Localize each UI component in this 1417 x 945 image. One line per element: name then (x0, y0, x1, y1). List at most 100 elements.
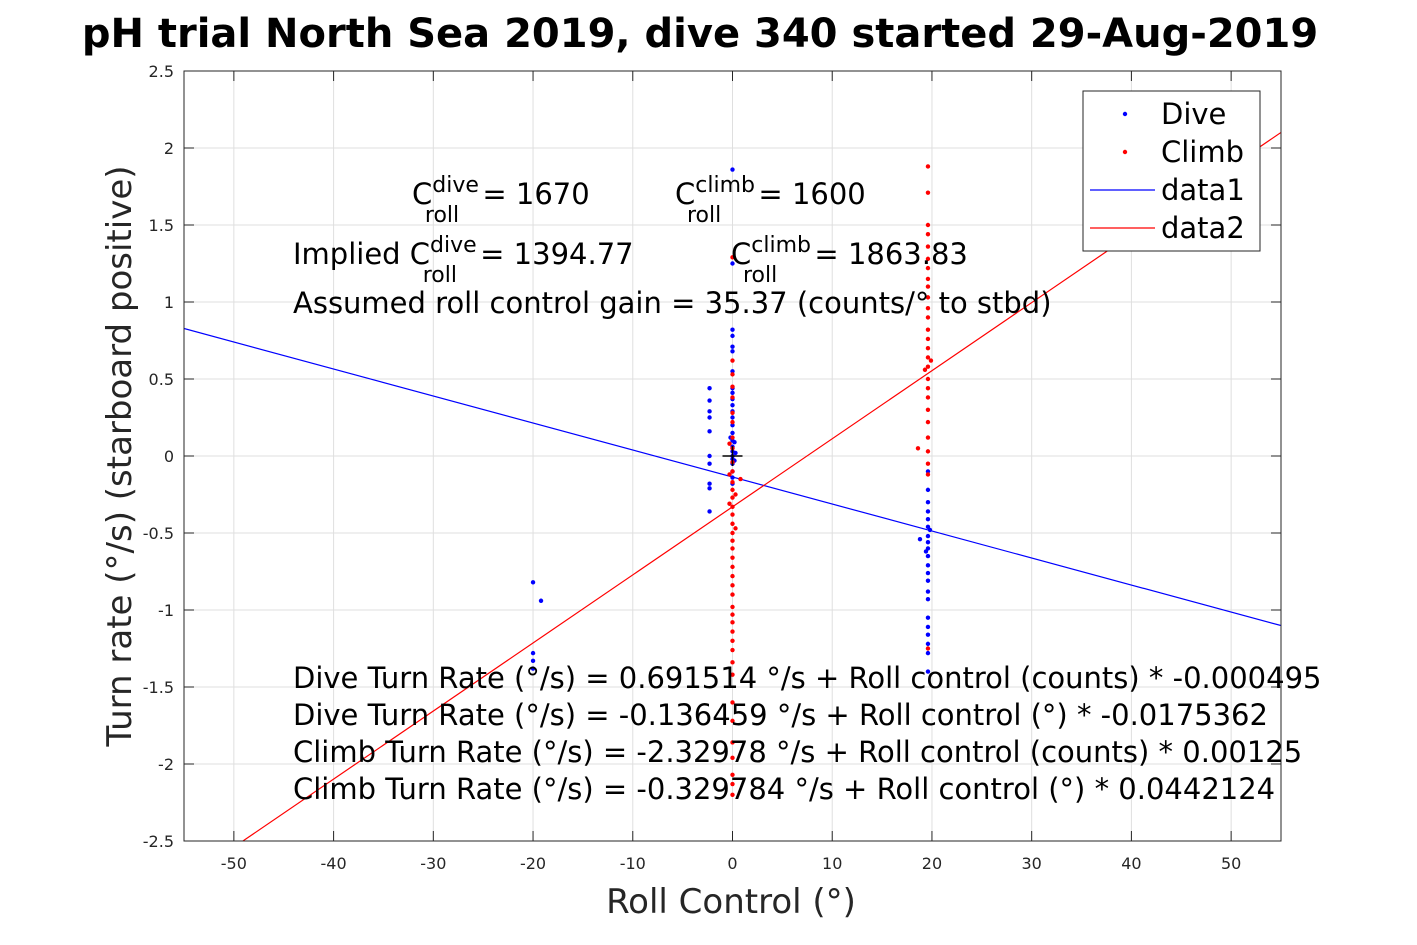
data-point-climb (730, 384, 735, 389)
data-point-dive (530, 650, 536, 656)
data-point-climb (925, 295, 931, 300)
data-point-dive (730, 475, 735, 480)
data-point-dive (925, 509, 931, 514)
data-point-dive (925, 624, 931, 630)
data-point-climb (730, 410, 735, 416)
data-point-climb (925, 336, 931, 342)
data-point-dive (925, 540, 931, 545)
data-point-dive (707, 398, 712, 403)
data-point-dive (730, 349, 735, 354)
x-tick-label: -40 (321, 854, 347, 873)
annotation-c-roll-dive: Cdive roll = 1670 (412, 173, 590, 228)
y-tick-label: 1.5 (149, 216, 174, 235)
data-point-dive (925, 632, 931, 637)
data-point-climb (925, 364, 931, 369)
annotation-c-roll-climb: Cclimb roll = 1600 (675, 173, 866, 228)
y-tick-label: -2 (158, 755, 174, 774)
data-point-climb (730, 620, 735, 625)
y-tick-label: 0.5 (149, 370, 174, 389)
data-point-dive (730, 415, 735, 420)
data-point-dive (730, 423, 735, 428)
data-point-climb (730, 395, 735, 400)
data-point-climb (925, 164, 931, 169)
data-point-climb (730, 495, 735, 500)
data-point-climb (730, 358, 735, 363)
data-point-climb (925, 265, 931, 271)
data-point-climb (730, 372, 735, 377)
data-point-climb (730, 604, 735, 610)
legend-label-climb: Climb (1161, 135, 1244, 169)
x-tick-label: 20 (922, 854, 942, 873)
data-point-dive (730, 344, 735, 349)
data-point-dive (925, 469, 931, 474)
axis-ticks: -50 -40 -30 -20 -10 0 10 20 30 40 50-2.5-2-1.5-1-0… (143, 62, 1281, 873)
data-point-climb (925, 190, 931, 195)
data-point-dive (732, 439, 737, 445)
data-point-dive (530, 580, 536, 585)
data-point-climb (730, 638, 735, 643)
data-point-climb (727, 441, 732, 446)
data-point-climb (730, 740, 735, 745)
x-tick-label: -20 (520, 854, 546, 873)
data-point-climb (730, 700, 735, 705)
legend-label-dive: Dive (1161, 97, 1226, 131)
fit-equation-line: Dive Turn Rate (°/s) = 0.691514 °/s + Ro… (293, 661, 1321, 695)
data-point-climb (925, 222, 931, 228)
fit-equations: Dive Turn Rate (°/s) = 0.691514 °/s + Ro… (293, 661, 1321, 806)
data-point-climb (925, 419, 931, 425)
x-tick-label: 50 (1221, 854, 1241, 873)
data-point-climb (730, 755, 735, 761)
data-point-climb (730, 479, 735, 485)
data-point-dive (925, 641, 931, 647)
legend-label-data1: data1 (1161, 173, 1245, 207)
data-point-climb (915, 446, 921, 451)
data-point-dive (917, 536, 923, 542)
series-climb (727, 164, 934, 797)
data-point-climb (733, 492, 738, 497)
data-point-dive (707, 409, 712, 414)
y-tick-label: 1 (164, 293, 174, 312)
y-tick-label: -0.5 (143, 524, 174, 543)
data-point-climb (730, 629, 735, 634)
plot-frame (183, 70, 1282, 842)
x-tick-label: 0 (727, 854, 737, 873)
data-point-climb (925, 305, 931, 311)
annotation-implied-climb: Cclimb roll = 1863.83 (731, 233, 968, 288)
y-axis-label: Turn rate (°/s) (starboard positive) (100, 165, 140, 747)
data-point-dive (730, 430, 735, 436)
y-tick-label: 2 (164, 139, 174, 158)
data-point-dive (925, 650, 931, 656)
legend-marker-climb (1122, 149, 1128, 155)
data-point-climb (730, 772, 735, 777)
x-tick-label: -30 (420, 854, 446, 873)
data-point-climb (925, 256, 931, 262)
data-point-climb (730, 512, 735, 517)
legend: Dive Climb data1 data2 (1082, 90, 1261, 252)
data-point-dive (730, 167, 735, 172)
data-point-dive (530, 658, 536, 664)
data-point-dive (730, 333, 735, 339)
data-point-climb (730, 487, 735, 493)
data-point-dive (925, 589, 931, 594)
x-axis-label: Roll Control (°) (606, 882, 856, 922)
data-point-dive (538, 598, 544, 603)
data-point-climb (730, 564, 735, 570)
data-point-dive (707, 453, 712, 459)
x-tick-label: -10 (620, 854, 646, 873)
data-point-dive (925, 487, 931, 493)
data-point-climb (925, 232, 931, 237)
data-point-climb (730, 530, 735, 536)
data-point-climb (730, 546, 735, 551)
data-point-climb (925, 407, 931, 412)
data-point-dive (707, 415, 712, 420)
data-point-dive (925, 597, 931, 602)
data-point-climb (730, 538, 735, 543)
data-point-climb (730, 419, 735, 425)
data-point-climb (925, 449, 931, 454)
data-point-dive (707, 509, 712, 514)
data-point-climb (730, 660, 735, 665)
data-point-dive (925, 553, 931, 559)
data-point-dive (925, 500, 931, 505)
data-point-climb (925, 376, 931, 382)
data-point-climb (738, 476, 743, 482)
